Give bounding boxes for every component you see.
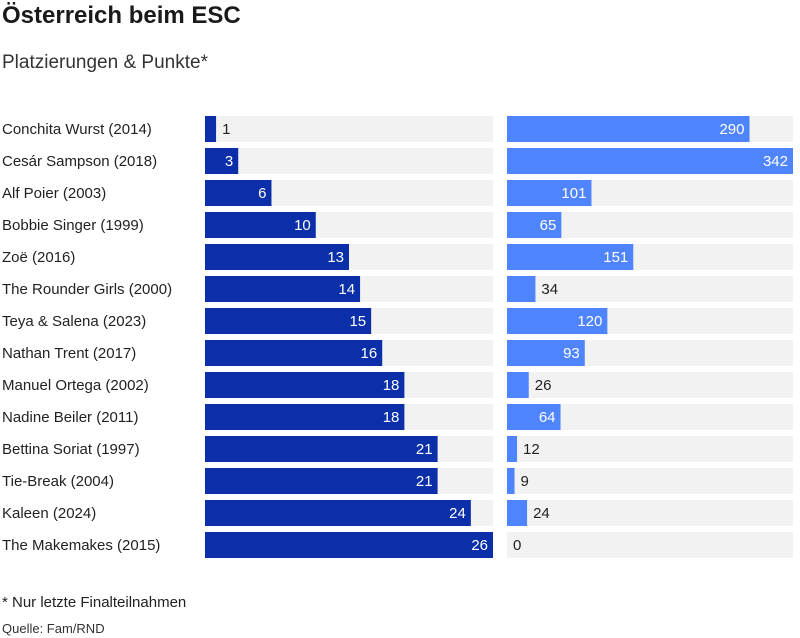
category-label: Zoë (2016) xyxy=(2,249,75,266)
points-bar xyxy=(507,500,528,526)
placement-bar xyxy=(205,532,493,558)
points-value-label: 0 xyxy=(513,537,521,554)
points-value-label: 26 xyxy=(535,377,552,394)
category-label: Nathan Trent (2017) xyxy=(2,345,136,362)
bar-track xyxy=(507,276,793,302)
placement-bar xyxy=(205,180,272,206)
points-bar xyxy=(507,116,750,142)
points-value-label: 24 xyxy=(533,505,550,522)
points-value-label: 101 xyxy=(561,185,586,202)
placement-value-label: 18 xyxy=(383,409,400,426)
points-bar xyxy=(507,436,518,462)
bar-track xyxy=(507,532,793,558)
points-value-label: 65 xyxy=(540,217,557,234)
points-value-label: 151 xyxy=(603,249,628,266)
placement-bar xyxy=(205,148,239,174)
category-label: Teya & Salena (2023) xyxy=(2,313,146,330)
placement-bar xyxy=(205,308,372,334)
placement-value-label: 24 xyxy=(449,505,466,522)
points-bar xyxy=(507,212,562,238)
category-label: Cesár Sampson (2018) xyxy=(2,153,157,170)
category-label: Nadine Beiler (2011) xyxy=(2,409,138,426)
placement-value-label: 26 xyxy=(471,537,488,554)
bar-track xyxy=(507,436,793,462)
placement-bar xyxy=(205,500,471,526)
points-value-label: 342 xyxy=(763,153,788,170)
points-bar xyxy=(507,340,585,366)
points-bar xyxy=(507,372,529,398)
placement-value-label: 21 xyxy=(416,441,433,458)
placement-value-label: 18 xyxy=(383,377,400,394)
placement-bar xyxy=(205,340,383,366)
points-bar xyxy=(507,180,592,206)
placement-value-label: 13 xyxy=(327,249,344,266)
points-value-label: 290 xyxy=(719,121,744,138)
points-bar xyxy=(507,404,561,430)
placement-bar xyxy=(205,372,405,398)
placement-bar xyxy=(205,212,316,238)
points-bar xyxy=(507,308,608,334)
points-bar xyxy=(507,276,536,302)
category-label: Alf Poier (2003) xyxy=(2,185,106,202)
category-label: The Makemakes (2015) xyxy=(2,537,160,554)
category-label: The Rounder Girls (2000) xyxy=(2,281,172,298)
points-value-label: 34 xyxy=(541,281,558,298)
points-value-label: 120 xyxy=(577,313,602,330)
chart-title: Österreich beim ESC xyxy=(2,2,241,29)
category-label: Tie-Break (2004) xyxy=(2,473,114,490)
points-value-label: 12 xyxy=(523,441,540,458)
bar-track xyxy=(507,468,793,494)
bar-track xyxy=(205,148,493,174)
bar-track xyxy=(205,116,493,142)
placement-value-label: 3 xyxy=(225,153,233,170)
placement-bar xyxy=(205,116,217,142)
placement-bar xyxy=(205,276,361,302)
placement-value-label: 16 xyxy=(361,345,378,362)
points-bar xyxy=(507,148,793,174)
chart-subtitle: Platzierungen & Punkte* xyxy=(2,52,208,73)
bar-track xyxy=(507,372,793,398)
points-value-label: 93 xyxy=(563,345,580,362)
points-value-label: 9 xyxy=(521,473,529,490)
placement-value-label: 21 xyxy=(416,473,433,490)
placement-value-label: 15 xyxy=(349,313,366,330)
placement-bar xyxy=(205,468,438,494)
category-label: Manuel Ortega (2002) xyxy=(2,377,149,394)
bar-track xyxy=(507,500,793,526)
placement-value-label: 10 xyxy=(294,217,311,234)
placement-bar xyxy=(205,404,405,430)
source-note: Quelle: Fam/RND xyxy=(2,621,105,636)
points-bar xyxy=(507,468,515,494)
placement-bar xyxy=(205,436,438,462)
footnote: * Nur letzte Finalteilnahmen xyxy=(2,594,187,611)
placement-value-label: 14 xyxy=(338,281,355,298)
placement-value-label: 1 xyxy=(222,121,230,138)
category-label: Bobbie Singer (1999) xyxy=(2,217,144,234)
points-value-label: 64 xyxy=(539,409,556,426)
category-label: Bettina Soriat (1997) xyxy=(2,441,140,458)
points-bar xyxy=(507,244,634,270)
category-label: Kaleen (2024) xyxy=(2,505,96,522)
placement-value-label: 6 xyxy=(258,185,266,202)
placement-bar xyxy=(205,244,349,270)
category-label: Conchita Wurst (2014) xyxy=(2,121,152,138)
